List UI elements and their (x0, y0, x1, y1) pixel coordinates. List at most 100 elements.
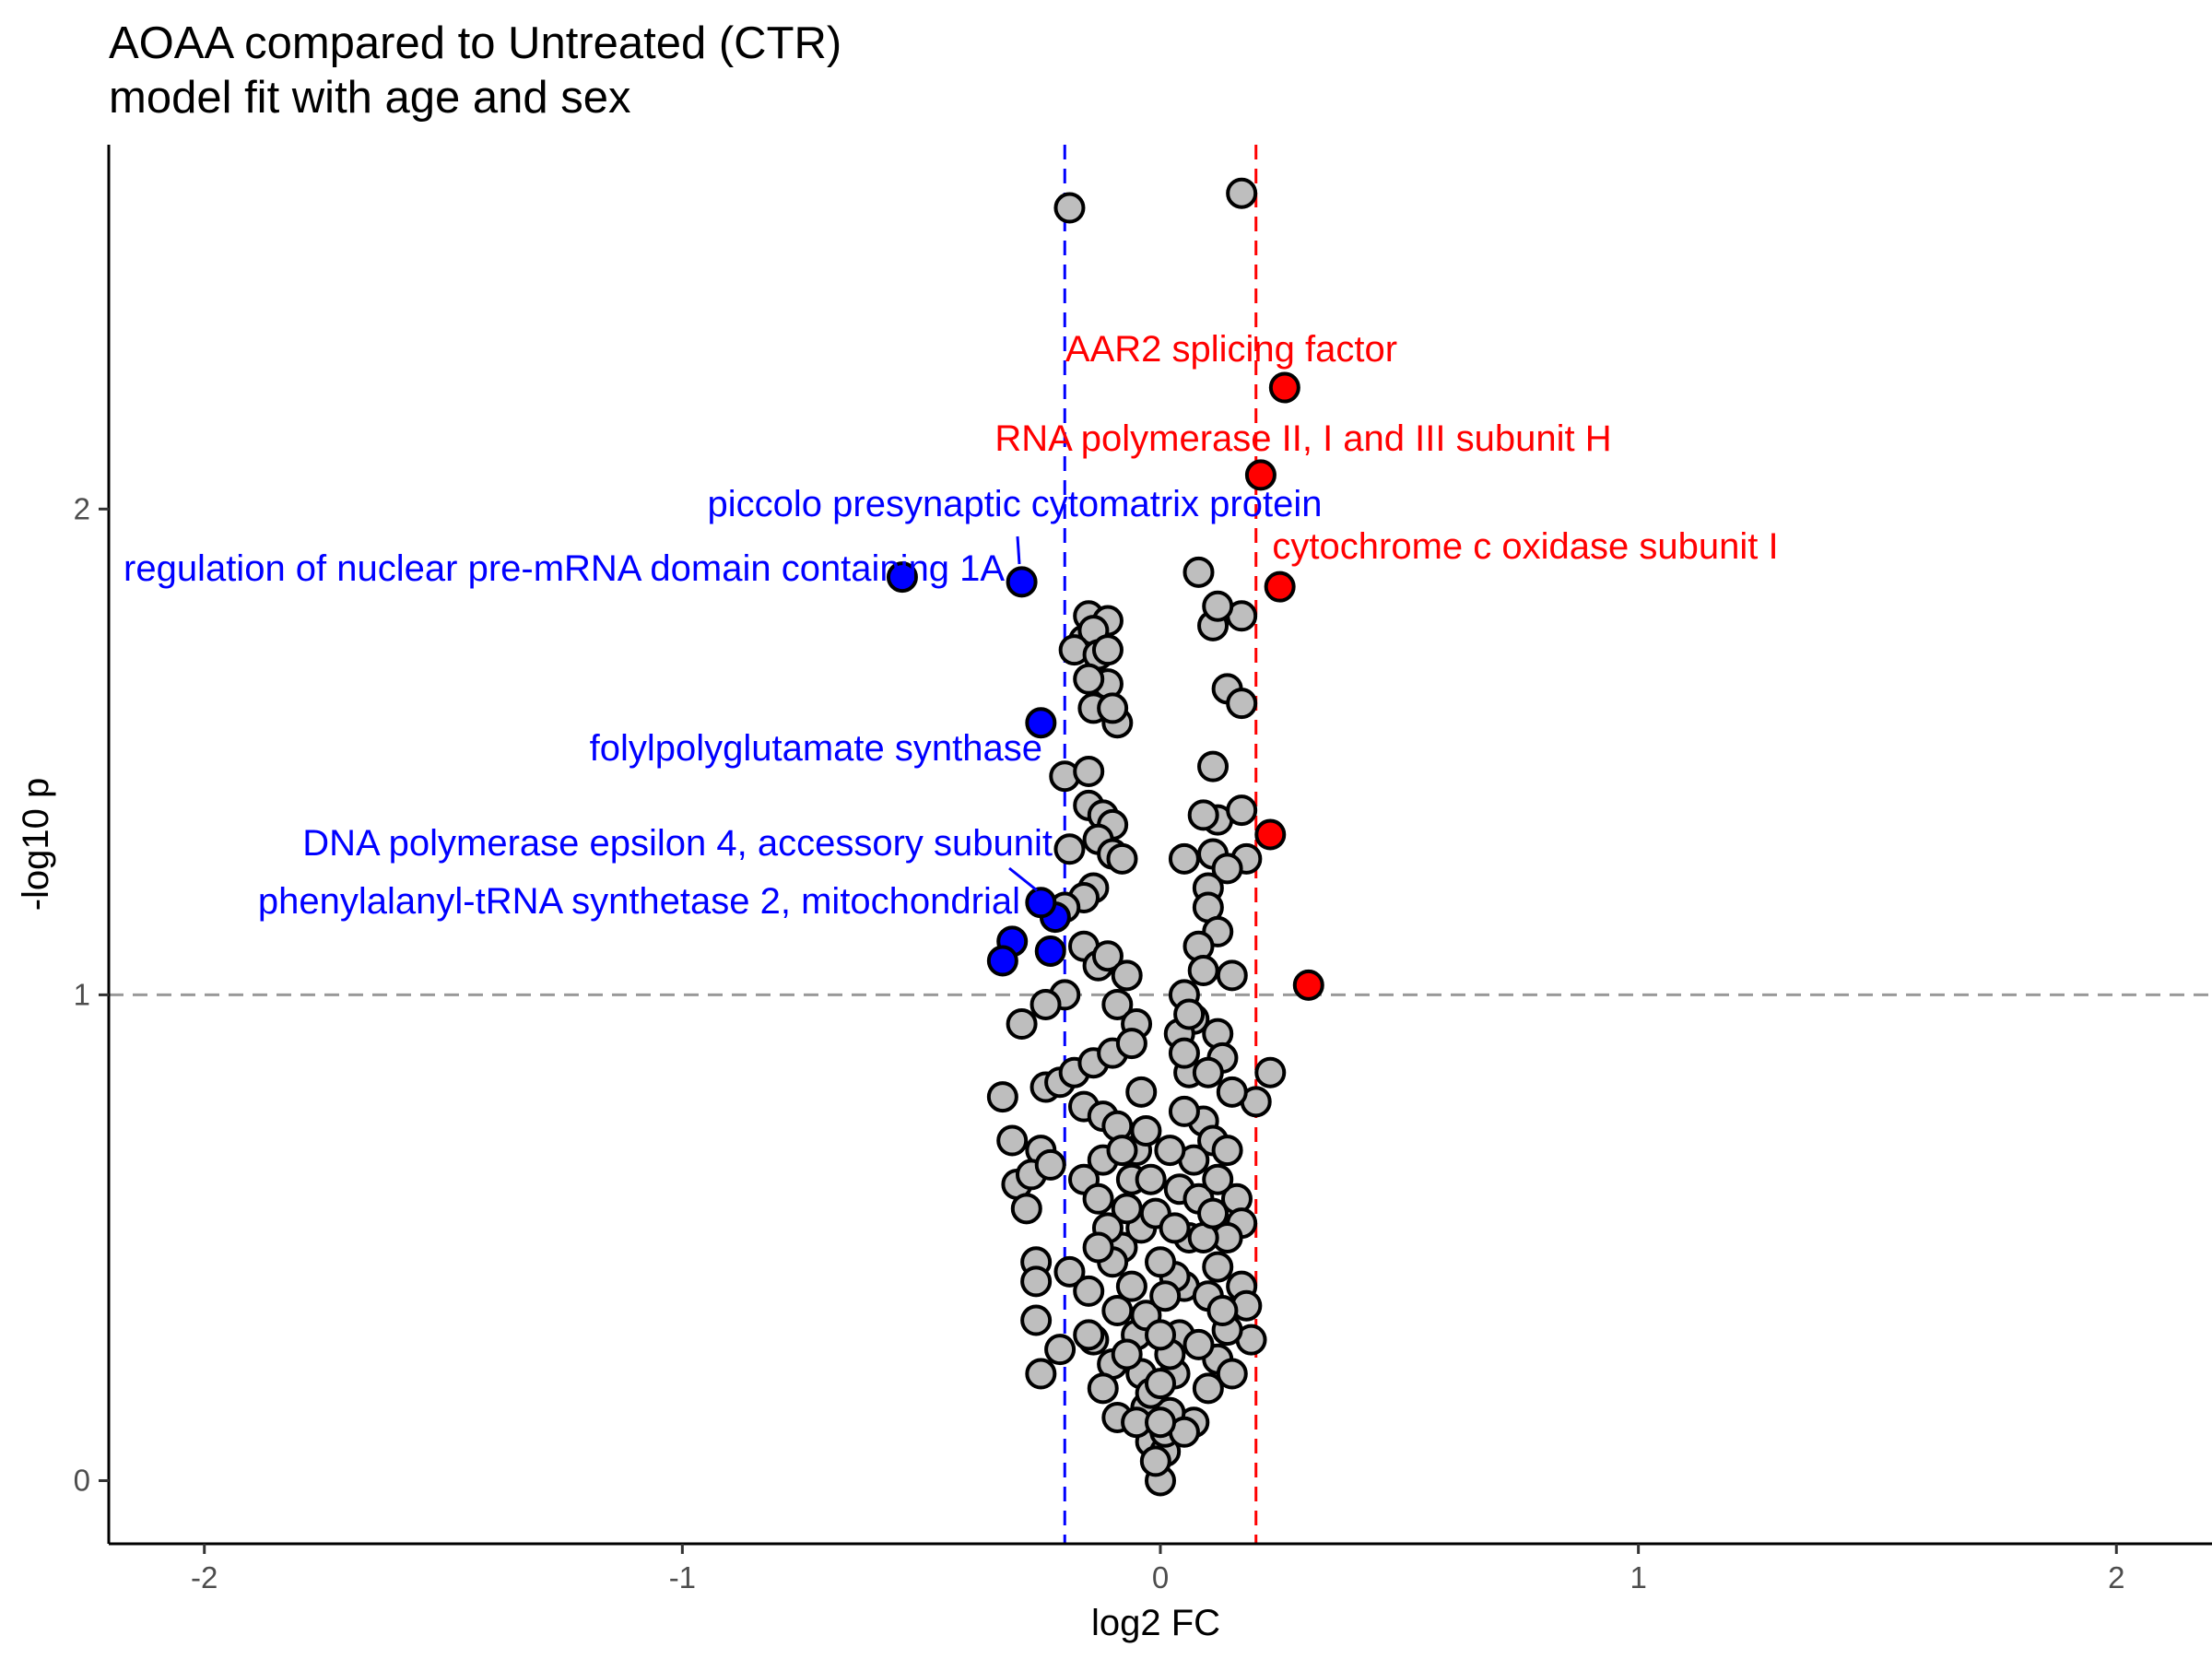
data-point (1020, 1304, 1053, 1336)
data-point (1073, 755, 1105, 787)
labeled-point-up (1264, 571, 1296, 603)
data-point (1044, 1334, 1077, 1366)
label-leader-lines (1008, 535, 1038, 892)
y-tick-label: 2 (74, 491, 90, 525)
data-points (886, 177, 1324, 1497)
data-point (1149, 1280, 1182, 1312)
data-point (1111, 959, 1143, 992)
data-point (1097, 692, 1129, 724)
data-point (1154, 1135, 1186, 1167)
leader-line (1008, 866, 1038, 892)
data-point (1168, 842, 1200, 875)
x-tick-label: -1 (669, 1560, 696, 1594)
data-point (1073, 1275, 1105, 1307)
y-axis-ticks: 0 1 2 (74, 491, 109, 1497)
data-point (1173, 998, 1206, 1030)
labeled-point-up (1244, 459, 1277, 491)
significant-point-down (1034, 935, 1066, 967)
point-label: phenylalanyl-tRNA synthetase 2, mitochon… (258, 881, 1020, 922)
data-point (1159, 1212, 1191, 1244)
data-point (1197, 750, 1230, 782)
data-point (1135, 1163, 1167, 1195)
data-point (1101, 1295, 1134, 1326)
data-point (1082, 1231, 1114, 1264)
point-label: piccolo presynaptic cytomatrix protein (708, 484, 1323, 524)
significant-point-up (1292, 969, 1324, 1001)
data-point (1187, 955, 1219, 987)
y-axis-title: -log10 p (16, 778, 56, 912)
data-point (1145, 1406, 1176, 1439)
data-point (1226, 794, 1258, 827)
data-point (1087, 1372, 1119, 1405)
data-point (1053, 192, 1086, 224)
data-point (1034, 1148, 1066, 1181)
data-point (1073, 663, 1105, 695)
data-point (1053, 833, 1086, 865)
labeled-point-up (1268, 371, 1300, 404)
data-point (1145, 1319, 1176, 1351)
data-point (1139, 1445, 1171, 1477)
chart-subtitle: model fit with age and sex (109, 73, 631, 123)
data-point (1082, 1182, 1114, 1215)
data-point (1020, 1265, 1053, 1298)
point-label: DNA polymerase epsilon 4, accessory subu… (302, 823, 1053, 864)
data-point (1202, 1163, 1234, 1195)
data-point (1130, 1114, 1162, 1147)
point-label: AAR2 splicing factor (1065, 329, 1397, 370)
data-point (1115, 1028, 1147, 1060)
data-point (1145, 1246, 1176, 1278)
data-point (1216, 959, 1248, 992)
data-point (1125, 1076, 1158, 1108)
data-point (1216, 1076, 1248, 1108)
data-point (1006, 1008, 1038, 1041)
data-point (1192, 1372, 1224, 1405)
data-point (1145, 1368, 1176, 1400)
point-label: folylpolyglutamate synthase (590, 728, 1042, 769)
data-point (986, 1081, 1018, 1113)
data-point (996, 1124, 1029, 1157)
labeled-point-down (886, 561, 918, 594)
data-point (1073, 1319, 1105, 1351)
x-axis-title: log2 FC (1091, 1603, 1220, 1643)
data-point (1182, 556, 1215, 588)
x-axis-ticks: -2 -1 0 1 2 (191, 1544, 2124, 1594)
point-label: regulation of nuclear pre-mRNA domain co… (124, 548, 1005, 589)
data-point (1030, 988, 1062, 1020)
data-point (1091, 940, 1124, 972)
data-point (1111, 1338, 1143, 1371)
x-tick-label: 2 (2108, 1560, 2124, 1594)
data-point (1202, 1251, 1234, 1283)
point-label: cytochrome c oxidase subunit I (1272, 526, 1778, 567)
significant-point-down (986, 945, 1018, 977)
point-labels: AAR2 splicing factor RNA polymerase II, I… (124, 329, 1779, 922)
data-point (1211, 853, 1243, 885)
x-tick-label: 1 (1630, 1560, 1646, 1594)
chart-title: AOAA compared to Untreated (CTR) (109, 18, 841, 68)
leader-line (1016, 535, 1021, 565)
data-point (1025, 1358, 1057, 1390)
data-point (1216, 1358, 1248, 1390)
data-point (1106, 842, 1138, 875)
labeled-point-down (1025, 887, 1057, 919)
data-point (1192, 1056, 1224, 1088)
labeled-point-down (1006, 566, 1038, 598)
y-tick-label: 1 (74, 977, 90, 1011)
labeled-point-down (1025, 707, 1057, 739)
data-point (1197, 1197, 1230, 1230)
data-point (1226, 177, 1258, 209)
data-point (1168, 1095, 1200, 1127)
data-point (1091, 634, 1124, 666)
point-label: RNA polymerase II, I and III subunit H (994, 418, 1611, 459)
x-tick-label: -2 (191, 1560, 218, 1594)
data-point (1206, 1295, 1239, 1326)
significant-point-up (1254, 818, 1287, 851)
y-tick-label: 0 (74, 1463, 90, 1497)
data-point (1226, 688, 1258, 720)
data-point (1101, 988, 1134, 1020)
data-point (1053, 1255, 1086, 1288)
data-point (1106, 1135, 1138, 1167)
data-point (1187, 799, 1219, 831)
data-point (1115, 1270, 1147, 1302)
data-point (1202, 590, 1234, 622)
